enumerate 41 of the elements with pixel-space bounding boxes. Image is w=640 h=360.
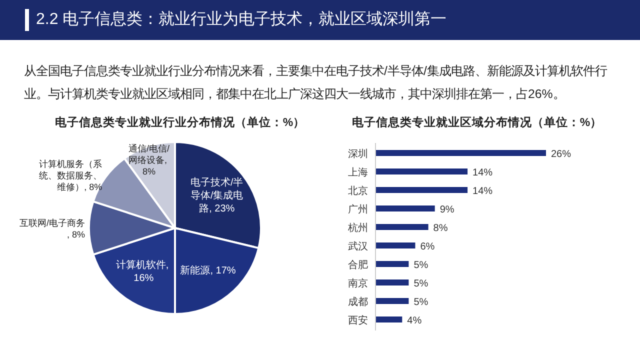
bar (376, 168, 468, 174)
data-label: 5% (414, 297, 428, 308)
data-label: 14% (472, 186, 493, 197)
slice-label: 计算机软件, 16% (116, 259, 172, 284)
slice-label: 计算机服务（系统、数据服务、维修）, 8% (39, 159, 102, 192)
data-label: 14% (472, 168, 493, 178)
data-label: 5% (414, 260, 428, 271)
bar (376, 206, 435, 212)
data-label: 9% (440, 204, 454, 216)
y-tick-label: 合肥 (348, 259, 368, 271)
y-tick-label: 成都 (348, 296, 368, 308)
bar (376, 316, 402, 322)
data-label: 26% (551, 149, 572, 160)
y-tick-label: 南京 (348, 278, 368, 290)
slice-label: 通信/电信/网络设备, 8% (128, 144, 170, 177)
slice-label: 新能源, 17% (180, 264, 236, 276)
y-tick-label: 杭州 (347, 222, 368, 234)
y-tick-label: 深圳 (348, 148, 368, 160)
y-tick-label: 西安 (348, 314, 368, 326)
data-label: 8% (433, 223, 448, 234)
y-tick-label: 北京 (348, 185, 368, 197)
y-tick-label: 广州 (348, 204, 368, 216)
y-tick-label: 上海 (348, 166, 368, 178)
data-label: , 8% (66, 229, 85, 240)
chart-title: 电子信息类专业就业行业分布情况（单位：%） (54, 115, 306, 129)
y-tick-label: 武汉 (348, 240, 368, 252)
bar (376, 242, 416, 248)
data-label: 5% (414, 278, 428, 290)
text: 从全国电子信息类专业就业行业分布情况来看，主要集中在电子技术/半导体/集成电路、新能源及计算机软件行业。与计算机类专业就业区域相同，都集中在北上广深这四大一线城市，其中深圳排在第一，占26%。 (24, 63, 608, 103)
bar (376, 150, 546, 156)
bar (376, 261, 409, 267)
slice-label: 电子技术/半导体/集成电路, 23% (190, 176, 244, 214)
slice-label: 互联网/电子商务 (19, 218, 85, 228)
bar (376, 280, 409, 286)
bar (376, 224, 428, 230)
chart-title: 电子信息类专业就业区域分布情况（单位：%） (352, 115, 602, 129)
data-label: 6% (420, 242, 435, 252)
text: 2.2 电子信息类：就业行业为电子技术，就业区域深圳第一 (36, 10, 447, 30)
bar (376, 187, 468, 193)
data-label: 4% (407, 316, 422, 326)
bar (376, 298, 409, 304)
